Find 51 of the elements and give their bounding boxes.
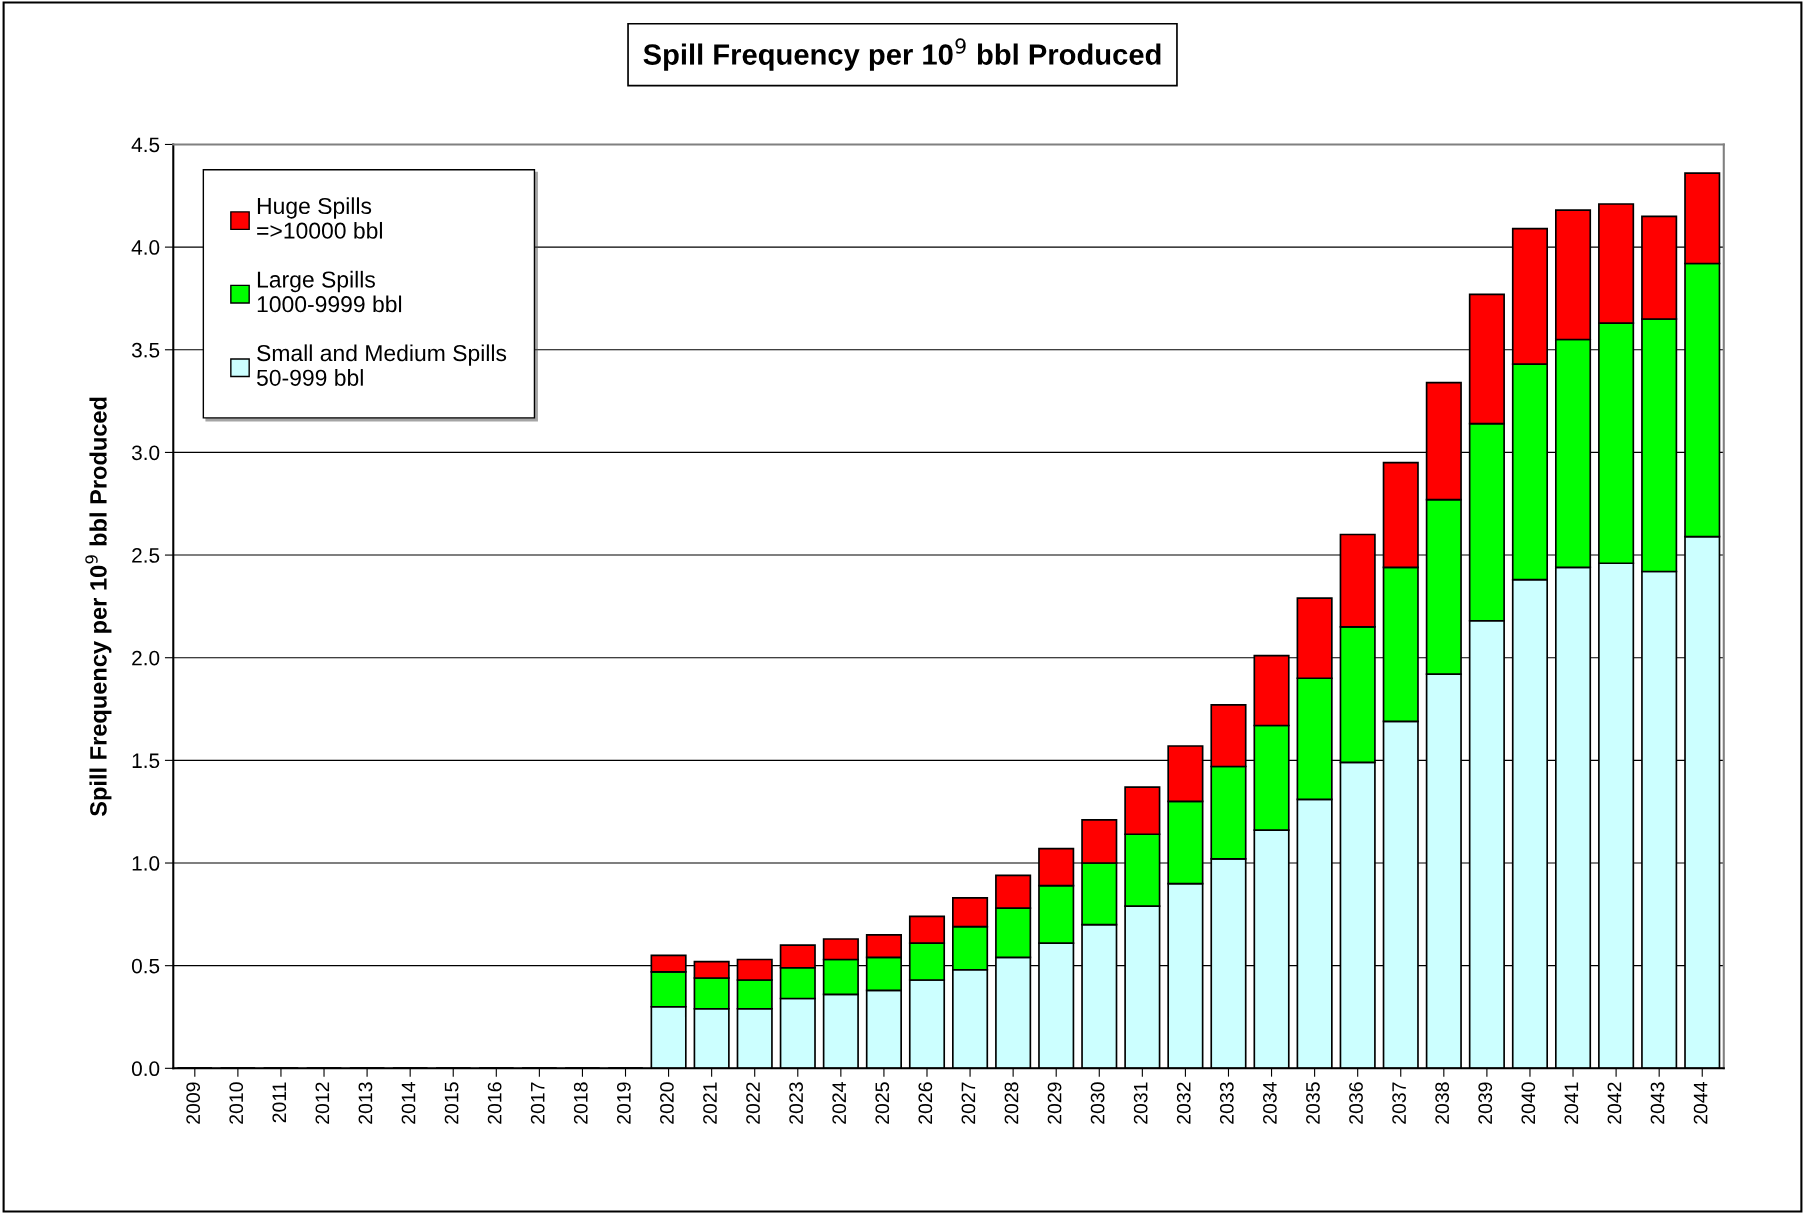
legend-label: Large Spills 1000-9999 bbl (257, 270, 402, 313)
x-tick-label: 2018 (573, 1082, 588, 1124)
y-tick-label: 1.5 (132, 753, 160, 769)
y-tick-label: 4.5 (131, 137, 160, 153)
x-tick-label: 2013 (358, 1082, 373, 1124)
y-tick-label: 0.5 (131, 958, 160, 974)
x-tick-label: 2009 (186, 1082, 201, 1124)
x-tick-label: 2023 (789, 1082, 803, 1124)
x-tick-label: 2032 (1176, 1082, 1191, 1124)
y-tick-label: 3.5 (131, 342, 160, 358)
x-tick-label: 2019 (616, 1082, 631, 1124)
x-tick-label: 2025 (875, 1082, 890, 1124)
x-tick-label: 2016 (487, 1082, 502, 1124)
x-tick-label: 2034 (1263, 1082, 1277, 1124)
x-tick-label: 2011 (272, 1082, 287, 1123)
x-tick-label: 2012 (315, 1082, 330, 1124)
x-tick-label: 2028 (1004, 1082, 1019, 1124)
x-tick-label: 2036 (1349, 1082, 1363, 1124)
x-tick-label: 2015 (444, 1082, 459, 1124)
x-tick-label: 2010 (229, 1082, 244, 1124)
x-tick-label: 2040 (1521, 1082, 1536, 1124)
x-tick-label: 2027 (961, 1082, 976, 1124)
x-tick-label: 2026 (918, 1082, 933, 1124)
legend-label: Huge Spills =>10000 bbl (257, 197, 382, 239)
legend-label: Small and Medium Spills 50-999 bbl (256, 344, 507, 386)
x-tick-label: 2044 (1693, 1082, 1708, 1124)
y-tick-label: 0.0 (131, 1061, 160, 1077)
x-tick-label: 2017 (530, 1082, 545, 1124)
x-tick-label: 2024 (832, 1082, 847, 1124)
x-tick-label: 2037 (1392, 1082, 1406, 1124)
y-tick-label: 1.0 (132, 856, 160, 871)
x-tick-label: 2038 (1435, 1082, 1450, 1124)
x-tick-label: 2031 (1133, 1082, 1148, 1124)
x-tick-label: 2022 (746, 1082, 760, 1124)
x-tick-label: 2030 (1090, 1082, 1105, 1124)
x-tick-label: 2039 (1478, 1082, 1493, 1124)
x-tick-label: 2021 (703, 1082, 717, 1124)
y-axis-title: Spill Frequency per 10$^{9}$ bbl Produced (85, 397, 112, 817)
y-tick-label: 3.0 (131, 445, 160, 461)
x-tick-label: 2033 (1219, 1082, 1234, 1124)
x-tick-label: 2020 (660, 1082, 674, 1124)
x-tick-label: 2041 (1564, 1082, 1579, 1124)
x-tick-label: 2029 (1047, 1082, 1062, 1124)
y-tick-label: 4.0 (131, 240, 160, 255)
x-tick-label: 2042 (1607, 1082, 1622, 1124)
y-tick-label: 2.0 (132, 650, 160, 666)
x-tick-label: 2035 (1306, 1082, 1320, 1124)
chart-title: Spill Frequency per 10$^{9}$ bbl Produced (643, 38, 1161, 71)
y-tick-label: 2.5 (132, 548, 160, 563)
x-tick-label: 2043 (1650, 1082, 1665, 1124)
x-tick-label: 2014 (401, 1082, 416, 1124)
